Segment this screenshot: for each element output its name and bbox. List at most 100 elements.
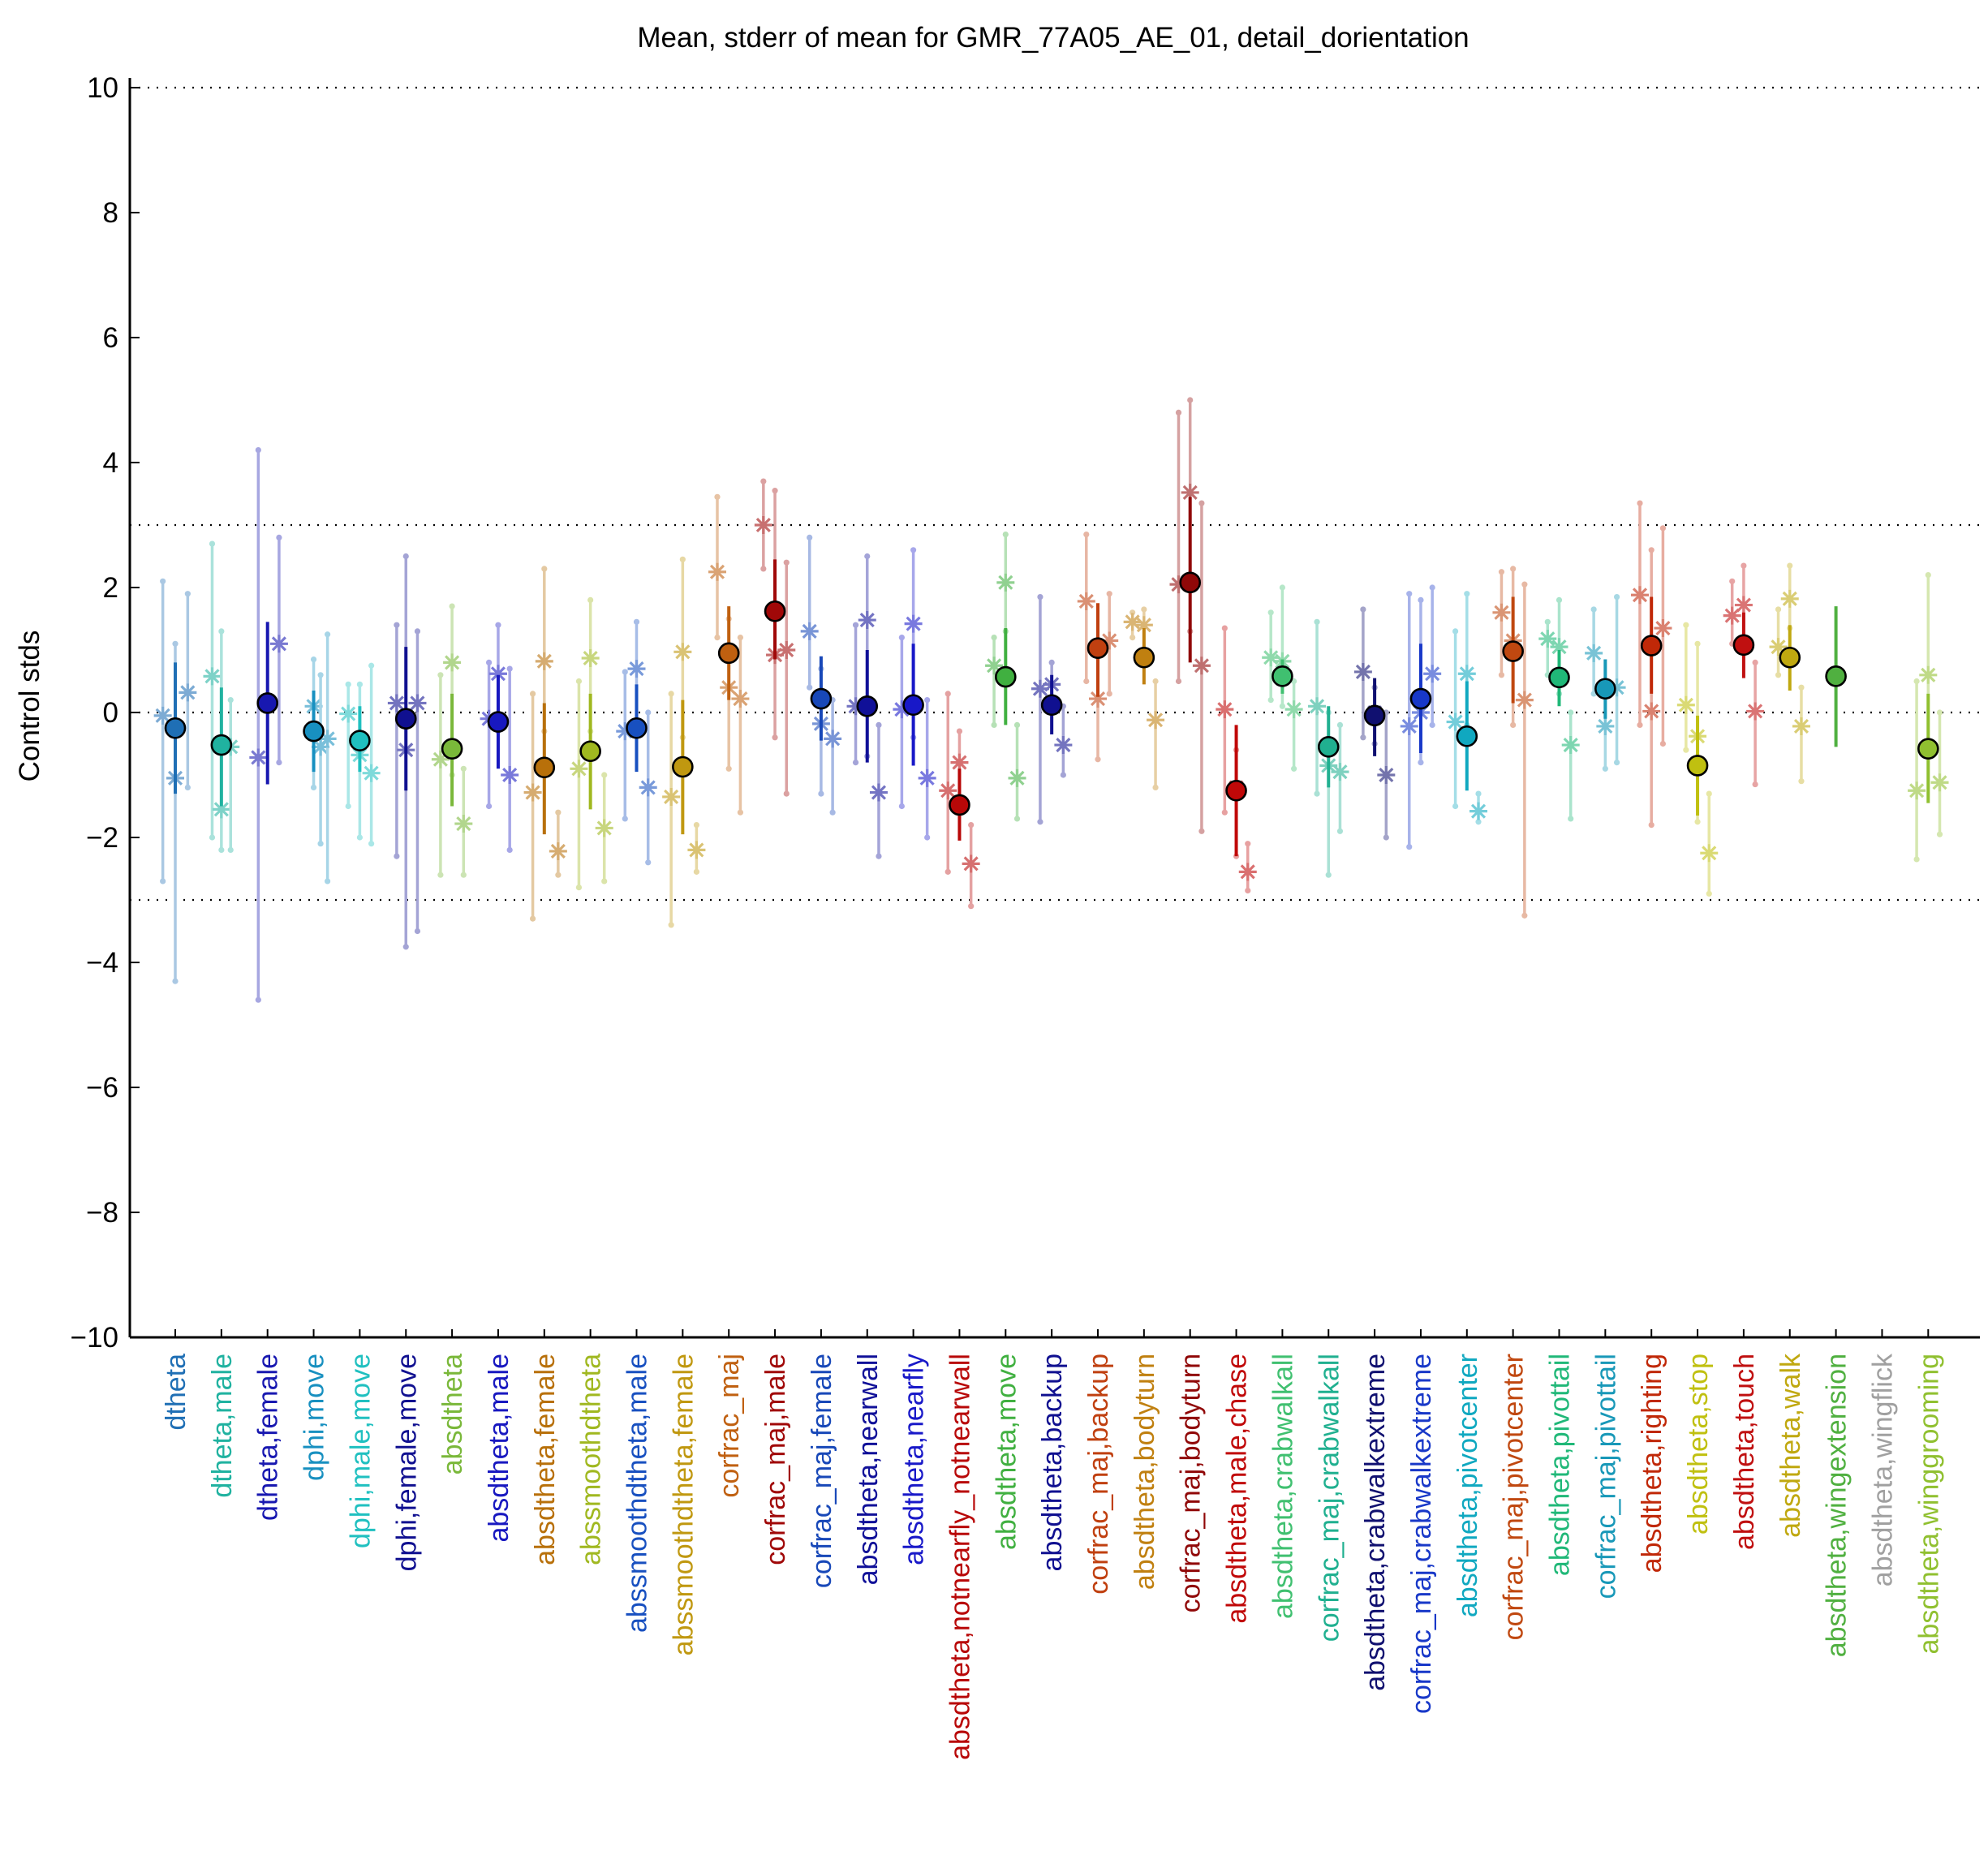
subgroup-mean-marker bbox=[339, 704, 358, 723]
mean-marker bbox=[441, 738, 463, 760]
subgroup-error-end bbox=[1752, 659, 1758, 666]
subgroup-error-end bbox=[1198, 500, 1205, 506]
mean-marker bbox=[902, 694, 924, 717]
subgroup-mean-marker bbox=[1538, 630, 1557, 648]
subgroup-error-end bbox=[645, 709, 652, 716]
subgroup-error-end bbox=[227, 697, 234, 704]
subgroup-error-end bbox=[1648, 822, 1655, 829]
subgroup-error-end bbox=[529, 915, 536, 922]
subgroup-mean-marker bbox=[754, 516, 772, 534]
subgroup-error-end bbox=[1106, 591, 1112, 597]
subgroup-error-end bbox=[1291, 765, 1297, 772]
y-tick-label: 10 bbox=[87, 72, 118, 104]
x-tick-label: corfrac_maj,male bbox=[760, 1354, 791, 1565]
subgroup-error-end bbox=[1510, 721, 1517, 729]
category-group bbox=[480, 622, 519, 853]
subgroup-mean-marker bbox=[996, 573, 1015, 592]
subgroup-error-end bbox=[1694, 640, 1701, 647]
mean-marker bbox=[1272, 665, 1293, 687]
subgroup-mean-marker bbox=[1492, 603, 1511, 622]
subgroup-mean-marker bbox=[203, 667, 222, 686]
subgroup-error-end bbox=[668, 691, 674, 697]
subgroup-error-end bbox=[1602, 765, 1608, 772]
subgroup-mean-marker bbox=[1284, 700, 1303, 719]
category-group bbox=[1492, 566, 1534, 919]
category-group bbox=[1538, 596, 1580, 822]
subgroup-mean-marker bbox=[1181, 483, 1199, 502]
subgroup-mean-marker bbox=[1089, 690, 1107, 708]
mean-marker bbox=[672, 756, 694, 778]
mean-marker bbox=[949, 794, 970, 816]
subgroup-error-end bbox=[485, 659, 493, 666]
subgroup-mean-marker bbox=[1331, 763, 1349, 781]
mean-marker bbox=[764, 600, 786, 622]
mean-marker bbox=[1225, 779, 1247, 802]
chart-title: Mean, stderr of mean for GMR_77A05_AE_01… bbox=[637, 22, 1469, 54]
subgroup-error-end bbox=[227, 846, 234, 853]
category-group bbox=[1630, 500, 1672, 829]
mean-marker bbox=[1087, 637, 1109, 659]
y-tick-label: 6 bbox=[103, 322, 118, 354]
subgroup-mean-marker bbox=[1216, 700, 1234, 719]
subgroup-mean-marker bbox=[1607, 678, 1626, 697]
mean-marker bbox=[303, 720, 325, 743]
subgroup-error-end bbox=[172, 978, 179, 984]
subgroup-mean-marker bbox=[662, 787, 681, 806]
subgroup-mean-marker bbox=[1654, 619, 1672, 638]
subgroup-error-end bbox=[1706, 890, 1712, 897]
y-axis-ticks: −10 −8 −6 −4 −2 0 2 4 6 8 10 bbox=[71, 72, 140, 1354]
subgroup-error-end bbox=[209, 834, 216, 841]
subgroup-error-end bbox=[485, 803, 493, 810]
subgroup-error-end bbox=[317, 672, 324, 678]
subgroup-error-end bbox=[394, 622, 400, 628]
mean-marker bbox=[717, 642, 740, 665]
subgroup-error-end bbox=[575, 885, 583, 891]
x-tick-label: abssmoothdtheta bbox=[576, 1354, 607, 1565]
subgroup-error-end bbox=[1013, 816, 1021, 822]
subgroup-error-end bbox=[693, 868, 700, 875]
x-tick-label: absdtheta,walk bbox=[1775, 1353, 1806, 1538]
subgroup-error-end bbox=[633, 618, 640, 625]
x-tick-label: absdtheta,male,chase bbox=[1222, 1354, 1253, 1624]
subgroup-mean-marker bbox=[708, 562, 726, 581]
x-tick-label: absdtheta,wingflick bbox=[1867, 1353, 1898, 1586]
mean-marker bbox=[1732, 634, 1755, 656]
subgroup-error-end bbox=[1360, 734, 1366, 741]
subgroup-mean-marker bbox=[362, 764, 381, 782]
subgroup-error-end bbox=[1221, 625, 1228, 631]
subgroup-mean-marker bbox=[488, 665, 507, 683]
subgroup-error-end bbox=[1095, 756, 1101, 763]
category-group bbox=[303, 631, 337, 885]
subgroup-mean-marker bbox=[1377, 766, 1396, 784]
subgroup-mean-marker bbox=[1630, 586, 1649, 605]
subgroup-mean-marker bbox=[1423, 665, 1442, 683]
subgroup-mean-marker bbox=[962, 855, 980, 873]
subgroup-error-end bbox=[368, 841, 375, 847]
subgroup-error-end bbox=[414, 628, 421, 635]
subgroup-error-end bbox=[725, 765, 732, 772]
category-group bbox=[893, 547, 936, 841]
x-tick-label: corfrac_maj,female bbox=[807, 1354, 837, 1588]
mean-marker bbox=[164, 717, 187, 739]
subgroup-error-end bbox=[1429, 584, 1435, 591]
mean-marker bbox=[1594, 678, 1616, 700]
subgroup-mean-marker bbox=[1169, 575, 1188, 594]
subgroup-error-end bbox=[1279, 584, 1285, 591]
subgroup-error-end bbox=[506, 665, 513, 672]
subgroup-error-end bbox=[864, 553, 871, 560]
subgroup-error-end bbox=[772, 488, 778, 494]
subgroup-error-end bbox=[460, 872, 467, 878]
subgroup-mean-marker bbox=[1100, 631, 1119, 650]
subgroup-mean-marker bbox=[501, 766, 519, 784]
x-tick-label: dphi,male,move bbox=[345, 1354, 376, 1548]
y-tick-label: −8 bbox=[86, 1197, 118, 1229]
subgroup-error-end bbox=[1187, 397, 1194, 403]
x-tick-label: corfrac_maj,bodyturn bbox=[1176, 1354, 1207, 1612]
subgroup-error-end bbox=[1683, 622, 1689, 628]
category-group bbox=[1031, 593, 1073, 825]
mean-marker bbox=[1456, 725, 1478, 747]
mean-marker bbox=[856, 695, 879, 717]
subgroup-error-end bbox=[668, 922, 674, 928]
subgroup-error-end bbox=[622, 816, 628, 822]
y-axis-label: Control stds bbox=[14, 631, 45, 782]
